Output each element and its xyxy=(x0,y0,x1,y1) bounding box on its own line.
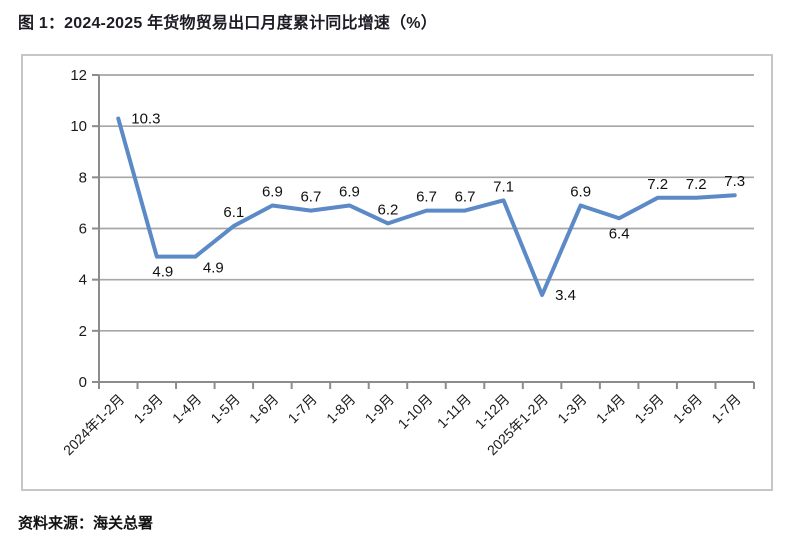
data-label: 6.9 xyxy=(570,183,591,200)
x-category-label: 1-7月 xyxy=(285,391,321,427)
data-label: 6.9 xyxy=(262,183,283,200)
x-category-label: 2024年1-2月 xyxy=(60,391,127,458)
data-label: 7.2 xyxy=(647,176,668,193)
data-label: 7.3 xyxy=(724,173,745,190)
x-category-label: 1-5月 xyxy=(631,391,667,427)
x-category-label: 1-7月 xyxy=(708,391,744,427)
y-tick-label: 6 xyxy=(79,221,87,238)
series-line xyxy=(116,116,737,298)
data-label: 6.7 xyxy=(416,189,437,206)
data-label: 6.7 xyxy=(455,189,476,206)
x-category-label: 1-6月 xyxy=(246,391,282,427)
x-category-label: 1-4月 xyxy=(169,391,205,427)
data-label: 6.2 xyxy=(378,201,399,218)
x-category-label: 1-5月 xyxy=(207,391,243,427)
data-label: 4.9 xyxy=(203,260,224,277)
y-tick-label: 4 xyxy=(79,272,87,289)
x-category-label: 1-9月 xyxy=(362,391,398,427)
x-category-label: 1-3月 xyxy=(130,391,166,427)
data-label: 7.1 xyxy=(493,178,514,195)
data-label: 4.9 xyxy=(152,264,173,281)
y-tick-label: 10 xyxy=(70,118,87,135)
x-category-label: 1-3月 xyxy=(554,391,590,427)
x-category-label: 1-11月 xyxy=(434,391,474,431)
x-category-label: 1-8月 xyxy=(323,391,359,427)
x-category-label: 1-4月 xyxy=(593,391,629,427)
data-label: 10.3 xyxy=(131,110,160,127)
data-label: 6.7 xyxy=(300,189,321,206)
data-label: 6.1 xyxy=(223,204,244,221)
y-tick-label: 0 xyxy=(79,374,87,391)
data-label: 3.4 xyxy=(555,287,576,304)
figure-title: 图 1：2024-2025 年货物贸易出口月度累计同比增速（%） xyxy=(18,15,437,32)
y-tick-label: 2 xyxy=(79,323,87,340)
y-tick-label: 8 xyxy=(79,169,87,186)
data-label: 6.9 xyxy=(339,183,360,200)
x-category-label: 1-6月 xyxy=(670,391,706,427)
data-label: 7.2 xyxy=(686,176,707,193)
source-note: 资料来源：海关总署 xyxy=(18,515,154,532)
x-category-label: 1-10月 xyxy=(395,391,436,432)
y-tick-label: 12 xyxy=(70,67,87,84)
data-label: 6.4 xyxy=(609,225,630,242)
chart-container: 0 2 4 6 8 10 12 2024年1-2月 1-3月 1-4月 1-5月 1-6月 1-7月 1-… xyxy=(21,54,773,491)
